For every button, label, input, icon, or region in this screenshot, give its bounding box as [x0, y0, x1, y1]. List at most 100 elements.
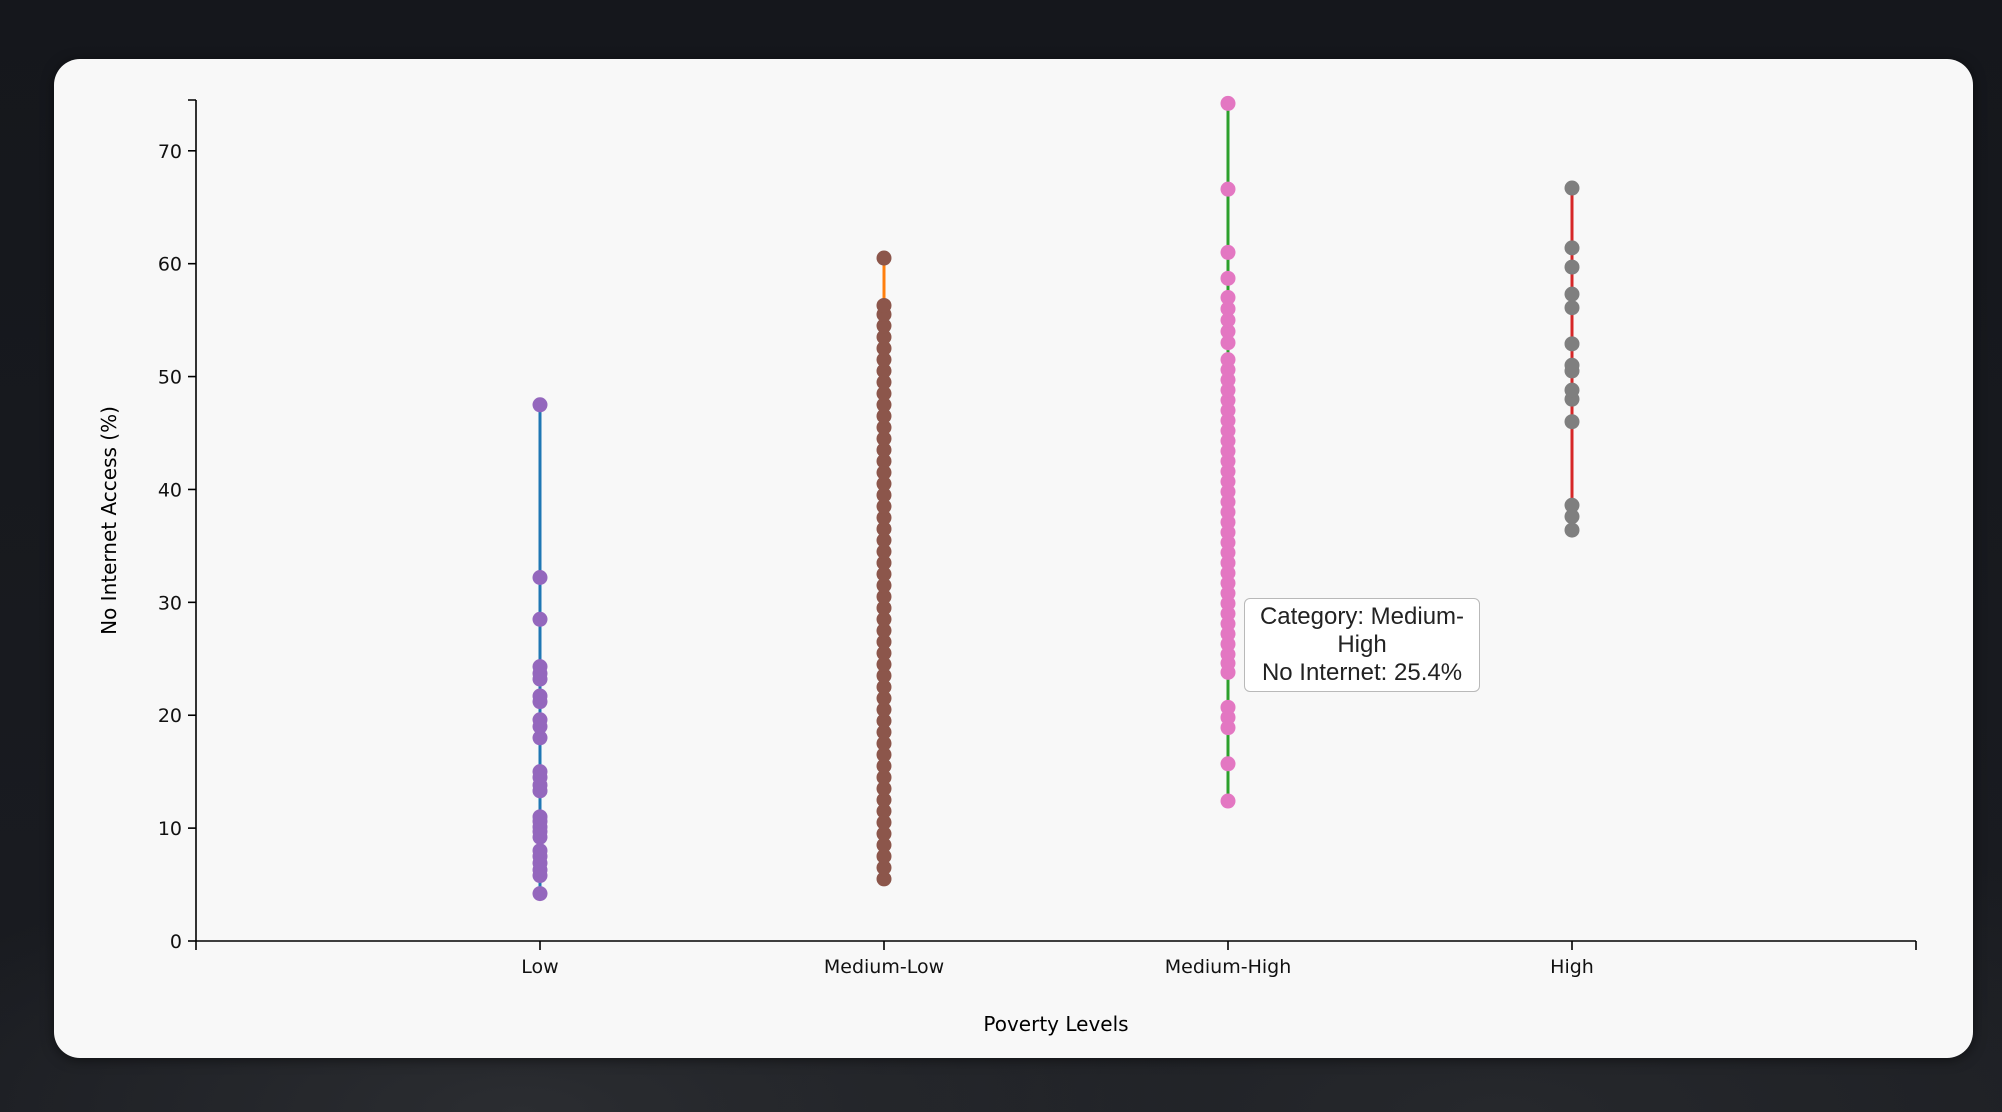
data-point[interactable] [1564, 497, 1580, 513]
data-point[interactable] [1220, 793, 1236, 809]
data-point[interactable] [876, 713, 892, 729]
data-point[interactable] [1220, 181, 1236, 197]
data-point[interactable] [876, 566, 892, 582]
data-point[interactable] [876, 645, 892, 661]
data-point[interactable] [1564, 240, 1580, 256]
data-point[interactable] [876, 611, 892, 627]
x-tick-label: Low [521, 956, 558, 978]
data-point[interactable] [1220, 323, 1236, 339]
data-point[interactable] [876, 860, 892, 876]
data-point[interactable] [876, 679, 892, 695]
data-point[interactable] [876, 758, 892, 774]
data-point[interactable] [876, 250, 892, 266]
tooltip-line-category: Category: Medium- [1259, 603, 1465, 630]
data-point[interactable] [876, 555, 892, 571]
data-point[interactable] [1564, 382, 1580, 398]
data-point[interactable] [876, 848, 892, 864]
series-medium-high [1220, 95, 1236, 809]
data-point[interactable] [532, 809, 548, 825]
tooltip-line-category-cont: High [1337, 631, 1387, 658]
data-point[interactable] [876, 826, 892, 842]
data-point[interactable] [876, 363, 892, 379]
data-point[interactable] [1220, 290, 1236, 306]
data-point[interactable] [876, 871, 892, 887]
x-tick-label: Medium-Low [824, 956, 944, 978]
data-point[interactable] [876, 510, 892, 526]
data-point[interactable] [876, 419, 892, 435]
data-point[interactable] [876, 329, 892, 345]
data-point[interactable] [876, 837, 892, 853]
data-point[interactable] [532, 659, 548, 675]
data-point[interactable] [876, 498, 892, 514]
series-low [532, 397, 548, 902]
data-point[interactable] [876, 476, 892, 492]
data-point[interactable] [876, 769, 892, 785]
data-point[interactable] [876, 397, 892, 413]
data-point[interactable] [532, 764, 548, 780]
y-axis: 0 10 20 30 40 50 60 70 [158, 99, 197, 953]
data-point[interactable] [1564, 509, 1580, 525]
data-point[interactable] [876, 747, 892, 763]
data-point[interactable] [876, 589, 892, 605]
data-point[interactable] [876, 690, 892, 706]
data-point[interactable] [532, 611, 548, 627]
data-point[interactable] [1564, 522, 1580, 538]
data-point[interactable] [876, 600, 892, 616]
data-point[interactable] [876, 803, 892, 819]
data-point[interactable] [1564, 259, 1580, 275]
data-point[interactable] [876, 386, 892, 402]
y-tick-label: 30 [158, 592, 182, 614]
data-point[interactable] [1220, 335, 1236, 351]
data-point[interactable] [876, 374, 892, 390]
y-tick-label: 50 [158, 367, 182, 389]
data-point[interactable] [876, 814, 892, 830]
data-point[interactable] [532, 397, 548, 413]
data-point[interactable] [1564, 286, 1580, 302]
data-point[interactable] [876, 634, 892, 650]
data-point[interactable] [876, 352, 892, 368]
data-point[interactable] [1220, 756, 1236, 772]
data-point[interactable] [1564, 336, 1580, 352]
data-point[interactable] [1564, 300, 1580, 316]
y-tick-label: 60 [158, 254, 182, 276]
data-point[interactable] [532, 843, 548, 859]
data-point[interactable] [876, 318, 892, 334]
data-point[interactable] [876, 544, 892, 560]
data-point[interactable] [532, 570, 548, 586]
data-point[interactable] [876, 442, 892, 458]
data-point[interactable] [1220, 244, 1236, 260]
data-point[interactable] [876, 792, 892, 808]
data-point[interactable] [1220, 699, 1236, 715]
data-point[interactable] [876, 668, 892, 684]
data-point[interactable] [876, 408, 892, 424]
data-point[interactable] [1220, 95, 1236, 111]
data-point[interactable] [876, 623, 892, 639]
tooltip: Category: Medium- High No Internet: 25.4… [1244, 598, 1480, 692]
data-point[interactable] [876, 340, 892, 356]
data-point[interactable] [1564, 357, 1580, 373]
data-point[interactable] [532, 712, 548, 728]
data-point[interactable] [532, 730, 548, 746]
data-point[interactable] [876, 453, 892, 469]
data-point[interactable] [876, 735, 892, 751]
data-point[interactable] [1220, 352, 1236, 368]
data-point[interactable] [1220, 312, 1236, 328]
data-point[interactable] [1564, 414, 1580, 430]
data-point[interactable] [876, 431, 892, 447]
data-point[interactable] [876, 781, 892, 797]
data-point[interactable] [876, 297, 892, 313]
data-point[interactable] [876, 532, 892, 548]
data-point[interactable] [876, 656, 892, 672]
data-point[interactable] [876, 465, 892, 481]
data-point[interactable] [876, 724, 892, 740]
data-point[interactable] [532, 688, 548, 704]
data-point[interactable] [1220, 270, 1236, 286]
data-point[interactable] [876, 702, 892, 718]
data-point[interactable] [1564, 180, 1580, 196]
data-point[interactable] [876, 521, 892, 537]
data-point[interactable] [876, 577, 892, 593]
series-layer [532, 95, 1580, 902]
data-point[interactable] [1220, 301, 1236, 317]
data-point[interactable] [532, 886, 548, 902]
data-point[interactable] [876, 487, 892, 503]
